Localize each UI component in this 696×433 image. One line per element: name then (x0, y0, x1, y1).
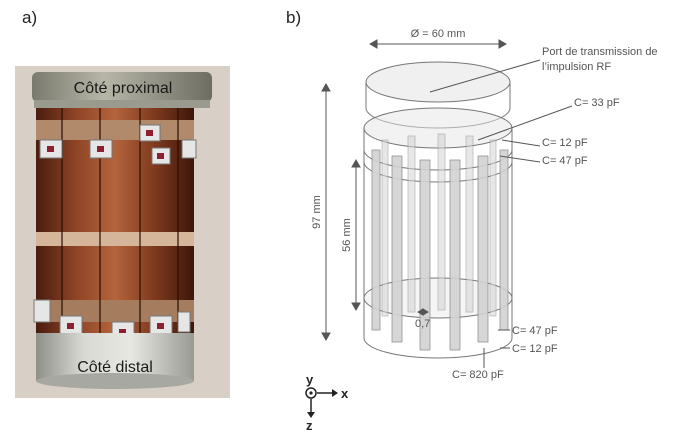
capacitor-47pf-bottom-label: C= 47 pF (512, 325, 558, 337)
proximal-side-label: Côté proximal (74, 80, 173, 97)
panel-label-b: b) (286, 8, 302, 27)
axes-glyph: y x z (305, 372, 349, 433)
capacitor-47pf-top-label: C= 47 pF (542, 155, 588, 167)
capacitor-12pf-bottom-label: C= 12 pF (512, 343, 558, 355)
diameter-label: Ø = 60 mm (411, 28, 466, 40)
coil-photo: Côté proximal Côté distal (15, 66, 230, 398)
distal-side-label: Côté distal (77, 359, 153, 376)
capacitor-12pf-top-label: C= 12 pF (542, 137, 588, 149)
gap-label: 0,7 (415, 318, 430, 330)
axis-y-label: y (306, 372, 314, 387)
capacitor-820pf-label: C= 820 pF (452, 369, 504, 381)
inner-height-label: 56 mm (341, 218, 353, 252)
capacitor-33pf-label: C= 33 pF (574, 97, 620, 109)
port-label-line1: Port de transmission de (542, 46, 658, 58)
panel-label-a: a) (22, 8, 38, 27)
total-height-label: 97 mm (311, 195, 323, 229)
axis-x-label: x (341, 386, 349, 401)
axis-z-label: z (306, 418, 313, 433)
port-label-line2: l’impulsion RF (542, 61, 611, 73)
